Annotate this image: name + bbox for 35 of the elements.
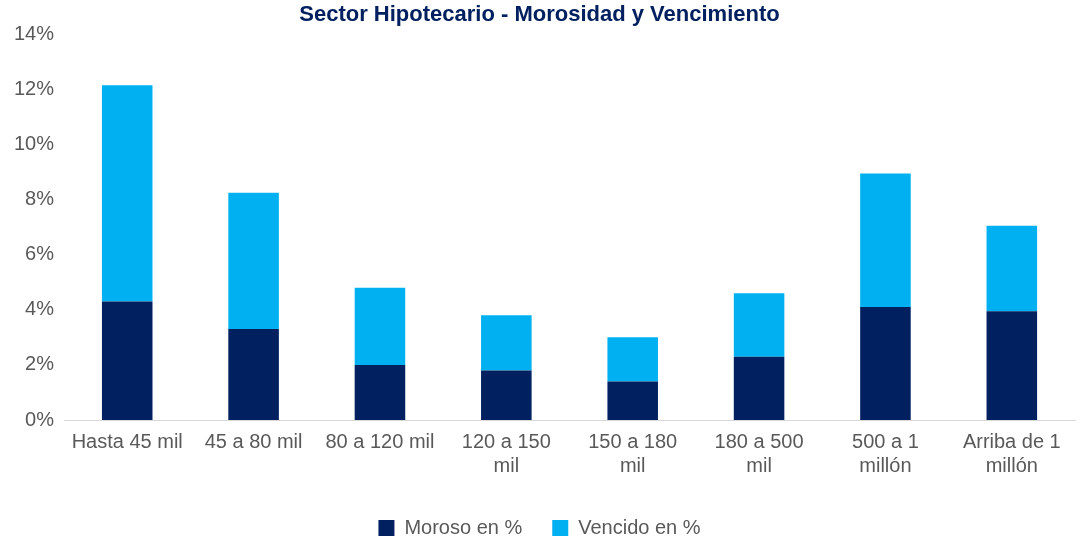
y-tick-label: 10% bbox=[14, 132, 55, 155]
bar bbox=[733, 356, 785, 420]
x-tick-label: Arriba de 1 millón bbox=[962, 429, 1061, 476]
bar bbox=[986, 225, 1038, 312]
y-tick-label: 2% bbox=[25, 352, 55, 375]
x-tick-label: 150 a 180 mil bbox=[588, 429, 678, 476]
bar bbox=[733, 293, 785, 357]
x-tick-label: 180 a 500 mil bbox=[714, 429, 804, 476]
x-tick-label: 80 a 120 mil bbox=[325, 429, 435, 452]
y-tick-label: 0% bbox=[25, 407, 55, 430]
bar bbox=[481, 370, 532, 420]
bar bbox=[354, 287, 406, 365]
y-tick-label: 4% bbox=[25, 297, 55, 320]
bar bbox=[860, 173, 911, 308]
bar bbox=[986, 311, 1038, 420]
x-tick-label: Hasta 45 mil bbox=[71, 429, 183, 452]
x-tick-label: 45 a 80 mil bbox=[204, 429, 303, 452]
bar bbox=[860, 307, 911, 420]
bar bbox=[101, 85, 153, 302]
x-tick-label: 500 a 1 millón bbox=[852, 429, 919, 476]
x-tick-label: 120 a 150 mil bbox=[461, 429, 551, 476]
y-tick-label: 14% bbox=[14, 21, 55, 44]
bar bbox=[354, 364, 406, 420]
legend-label: Vencido en % bbox=[578, 515, 701, 538]
chart-title: Sector Hipotecario - Morosidad y Vencimiento bbox=[299, 1, 780, 27]
bar bbox=[228, 329, 279, 420]
y-tick-label: 6% bbox=[25, 242, 55, 265]
bar bbox=[228, 192, 279, 330]
bar bbox=[607, 337, 658, 382]
bar bbox=[607, 381, 658, 420]
y-tick-label: 12% bbox=[14, 77, 55, 99]
legend-label: Moroso en % bbox=[404, 515, 523, 538]
bar bbox=[101, 301, 153, 420]
y-tick-label: 8% bbox=[25, 187, 55, 210]
bar bbox=[481, 315, 532, 371]
